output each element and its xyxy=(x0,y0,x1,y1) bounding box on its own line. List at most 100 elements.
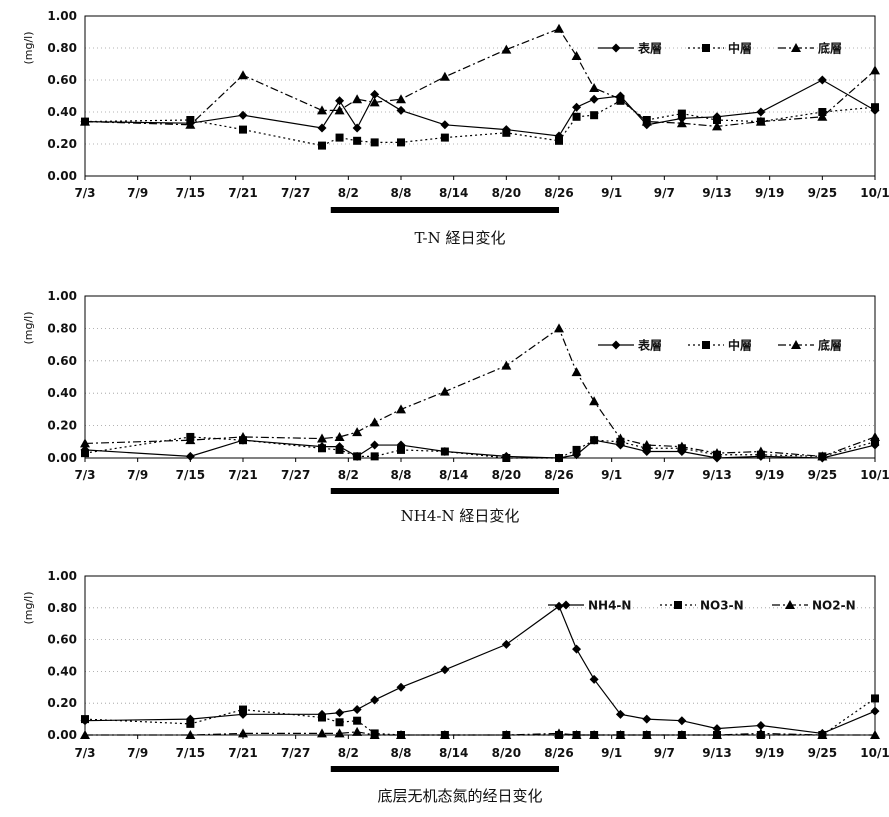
marker-square-4 xyxy=(335,133,344,142)
y-tick-label: 0.00 xyxy=(47,451,77,465)
marker-triangle-13 xyxy=(615,94,626,104)
marker-triangle-16 xyxy=(712,730,722,739)
marker-triangle-14 xyxy=(641,116,652,126)
marker-square-3 xyxy=(318,713,326,722)
marker-triangle-4 xyxy=(334,431,345,441)
marker-triangle-7 xyxy=(396,730,406,739)
marker-square-5 xyxy=(353,136,362,145)
marker-triangle-2 xyxy=(238,431,248,441)
x-tick-label: 9/25 xyxy=(808,746,837,760)
marker-square-0 xyxy=(81,449,89,458)
marker-triangle-19 xyxy=(870,65,880,75)
y-tick-label: 0.80 xyxy=(47,41,77,55)
y-axis-label: (mg/l) xyxy=(22,31,35,64)
marker-square-19 xyxy=(871,103,879,112)
marker-square-11 xyxy=(572,445,581,454)
marker-triangle-15 xyxy=(676,118,687,128)
marker-square-7 xyxy=(397,138,405,147)
marker-triangle-11 xyxy=(571,367,582,377)
marker-triangle-16 xyxy=(712,121,722,131)
marker-triangle-16 xyxy=(712,448,722,458)
y-tick-label: 0.00 xyxy=(47,728,77,742)
marker-triangle-2 xyxy=(785,600,795,609)
marker-triangle-7 xyxy=(396,404,406,414)
x-tick-label: 8/8 xyxy=(390,468,411,482)
series-line xyxy=(84,100,876,147)
marker-square-5 xyxy=(353,452,362,461)
x-tick-label: 7/21 xyxy=(228,746,257,760)
marker-square-1 xyxy=(702,44,710,52)
y-tick-label: 1.00 xyxy=(47,9,77,23)
marker-diamond-11 xyxy=(572,102,582,112)
marker-square-6 xyxy=(370,452,379,461)
x-tick-label: 8/26 xyxy=(544,468,573,482)
marker-triangle-1 xyxy=(185,435,196,445)
chart-1: 0.00 0.20 0.40 0.60 0.80 1.00 (mg/l) 7/3 7/9 7/15… xyxy=(22,9,889,247)
x-tick-label: 8/26 xyxy=(544,746,573,760)
series-line xyxy=(84,79,876,137)
x-tick-label: 8/2 xyxy=(338,186,359,200)
marker-square-1 xyxy=(186,719,195,728)
marker-diamond-8 xyxy=(440,120,450,130)
marker-triangle-10 xyxy=(554,323,564,333)
marker-diamond-8 xyxy=(440,665,450,675)
y-tick-label: 0.20 xyxy=(47,137,77,151)
marker-diamond-7 xyxy=(396,105,406,115)
y-axis-label: (mg/l) xyxy=(22,311,35,344)
marker-diamond-16 xyxy=(712,724,722,734)
x-tick-label: 10/1 xyxy=(860,186,889,200)
marker-diamond-9 xyxy=(501,639,511,649)
marker-square-11 xyxy=(572,112,581,121)
marker-square-19 xyxy=(871,694,879,703)
series-line xyxy=(84,605,876,735)
x-tick-label: 8/14 xyxy=(439,186,468,200)
marker-square-0 xyxy=(81,715,89,724)
marker-diamond-0 xyxy=(561,600,571,610)
marker-triangle-18 xyxy=(817,451,828,461)
x-tick-label: 7/9 xyxy=(127,746,148,760)
marker-diamond-3 xyxy=(317,123,327,133)
marker-square-3 xyxy=(318,444,326,453)
x-tick-label: 8/14 xyxy=(439,746,468,760)
marker-square-4 xyxy=(335,718,344,727)
marker-diamond-0 xyxy=(611,43,621,53)
marker-triangle-17 xyxy=(755,728,766,738)
legend-entry: NH4-N xyxy=(588,599,631,613)
legend-entry: 中層 xyxy=(728,41,752,56)
x-tick-label: 9/19 xyxy=(755,186,784,200)
legend: 表層 中層 底層 xyxy=(598,338,842,353)
marker-square-5 xyxy=(353,716,362,725)
marker-square-3 xyxy=(318,141,326,150)
x-tick-label: 9/7 xyxy=(654,186,675,200)
x-tick-label: 8/8 xyxy=(390,746,411,760)
marker-square-8 xyxy=(440,447,449,456)
marker-diamond-0 xyxy=(611,340,621,350)
period-bar xyxy=(330,207,559,213)
marker-diamond-17 xyxy=(756,720,766,730)
x-tick-label: 7/9 xyxy=(127,186,148,200)
x-tick-label: 7/3 xyxy=(74,746,95,760)
marker-triangle-14 xyxy=(641,440,652,450)
marker-triangle-12 xyxy=(589,83,600,92)
marker-triangle-6 xyxy=(369,417,380,427)
marker-triangle-8 xyxy=(439,730,450,739)
legend-entry: 底層 xyxy=(818,338,842,353)
period-bar xyxy=(330,766,559,772)
series-1 xyxy=(80,75,880,141)
x-tick-label: 9/25 xyxy=(808,468,837,482)
x-tick-label: 8/20 xyxy=(492,468,521,482)
marker-square-2 xyxy=(239,125,247,134)
series-line xyxy=(84,327,876,457)
marker-square-12 xyxy=(590,111,599,120)
marker-triangle-0 xyxy=(80,730,90,739)
series-line xyxy=(84,697,876,736)
x-tick-label: 8/2 xyxy=(338,468,359,482)
chart-3: 0.00 0.20 0.40 0.60 0.80 1.00 (mg/l) 7/3 7/9 7/15… xyxy=(22,569,889,805)
series-line xyxy=(85,731,875,736)
marker-diamond-19 xyxy=(870,706,880,716)
x-tick-label: 8/2 xyxy=(338,746,359,760)
x-tick-label: 7/15 xyxy=(176,468,205,482)
x-tick-label: 9/19 xyxy=(755,746,784,760)
period-bar xyxy=(330,488,559,494)
series-3 xyxy=(80,726,880,739)
